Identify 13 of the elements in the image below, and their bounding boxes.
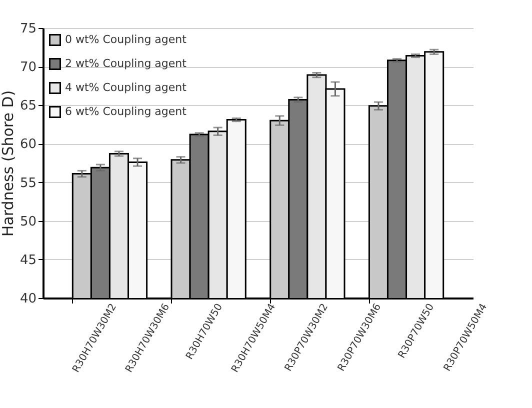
legend-label: 6 wt% Coupling agent xyxy=(65,105,188,118)
y-tick-label: 50 xyxy=(20,214,36,230)
y-axis-title: Hardness (Shore D) xyxy=(0,90,17,237)
y-tick-label: 70 xyxy=(20,60,36,76)
y-tick-label: 40 xyxy=(20,292,36,306)
legend-label: 4 wt% Coupling agent xyxy=(65,81,188,94)
y-tick-label: 55 xyxy=(20,176,36,191)
y-tick-label: 65 xyxy=(20,98,36,114)
y-tick-label: 75 xyxy=(20,22,36,36)
legend-label: 0 wt% Coupling agent xyxy=(65,33,188,46)
legend-label: 2 wt% Coupling agent xyxy=(65,57,188,70)
y-tick-label: 45 xyxy=(20,252,36,268)
y-tick-label: 60 xyxy=(20,137,36,152)
